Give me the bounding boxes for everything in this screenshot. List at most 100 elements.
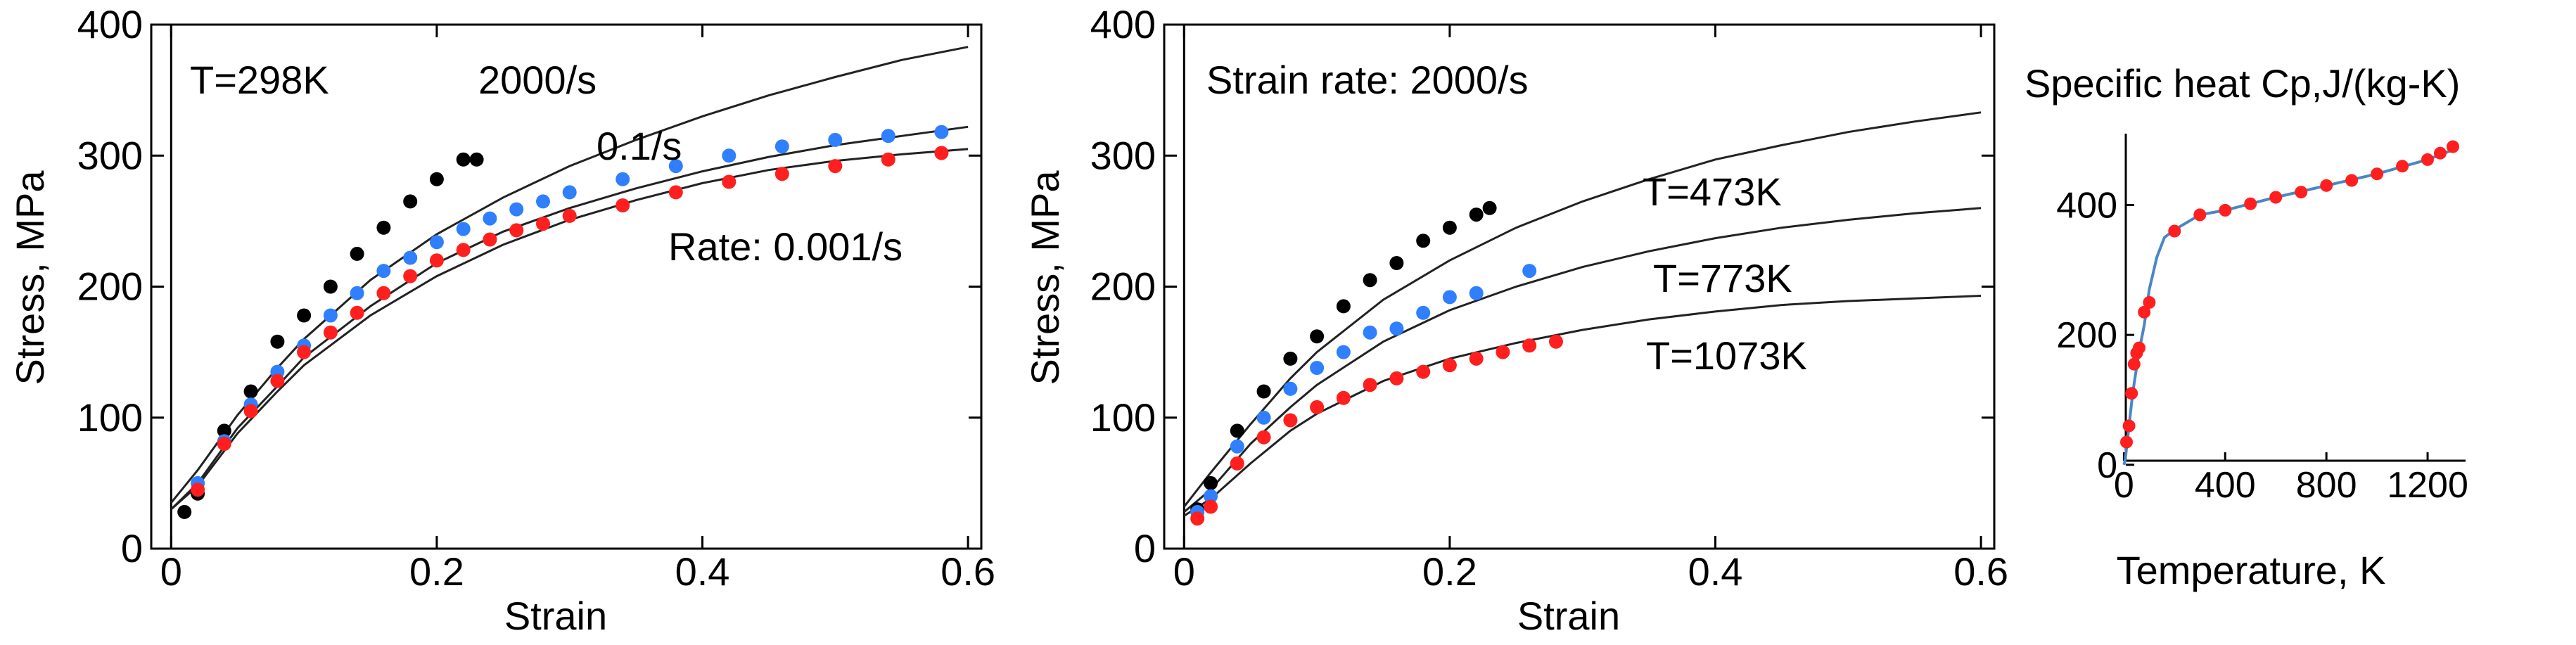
- data-point-0-001-s: [828, 159, 843, 174]
- data-point-T-773K: [1416, 305, 1431, 320]
- axes: 0 0.2 0.4 0.6 0 100 200 300 400: [77, 2, 995, 594]
- data-point-T-1073K: [1256, 430, 1271, 445]
- x-tick-label: 0.2: [1422, 549, 1477, 594]
- chart-title: Specific heat Cp,J/(kg-K): [2025, 61, 2460, 106]
- data-point-0-001-s: [774, 167, 789, 181]
- data-point-T-473K: [1310, 329, 1325, 344]
- data-point-Cp: [2133, 341, 2145, 355]
- data-point-2000-s: [177, 504, 192, 519]
- data-point-2000-s: [297, 308, 312, 323]
- data-point-0-1-s: [774, 139, 789, 154]
- model-curves: [1183, 111, 1982, 517]
- data-point-T-773K: [1389, 321, 1404, 336]
- data-point-0-1-s: [881, 129, 895, 143]
- x-tick-label: 1200: [2387, 465, 2468, 506]
- axes: 0 0.2 0.4 0.6 0 100 200 300 400: [1090, 2, 2008, 594]
- plot-frame: [150, 23, 983, 550]
- data-point-T-773K: [1363, 325, 1377, 340]
- data-point-T-773K: [1283, 381, 1298, 396]
- data-point-0-1-s: [509, 202, 524, 217]
- data-point-0-1-s: [536, 194, 550, 209]
- data-point-2000-s: [376, 220, 391, 235]
- plot-frame: [1163, 23, 1996, 550]
- data-point-0-001-s: [217, 437, 231, 451]
- data-point-T-473K: [1389, 256, 1404, 270]
- data-point-T-473K: [1230, 423, 1244, 438]
- y-tick-label: 100: [1090, 395, 1156, 440]
- data-point-Cp: [2434, 146, 2447, 160]
- data-point-2000-s: [403, 194, 418, 209]
- model-curves: [170, 46, 969, 511]
- data-point-Cp: [2396, 160, 2409, 173]
- data-points: [2120, 140, 2459, 449]
- curve-2000-s: [170, 46, 969, 504]
- data-point-2000-s: [429, 172, 444, 186]
- data-point-0-1-s: [483, 211, 497, 226]
- data-point-T-473K: [1363, 273, 1377, 288]
- chart-rate: 0 0.2 0.4 0.6 0 100 200 300 400 Stress, MPa Stra…: [8, 2, 995, 638]
- data-point-T-1073K: [1442, 358, 1457, 373]
- data-point-0-1-s: [403, 250, 418, 265]
- data-point-T-1073K: [1363, 378, 1377, 392]
- data-point-0-001-s: [323, 325, 338, 340]
- data-point-T-773K: [1522, 264, 1537, 279]
- data-point-Cp: [2143, 296, 2156, 309]
- y-tick-label: 400: [2056, 186, 2117, 226]
- data-point-Cp: [2125, 387, 2138, 400]
- data-point-0-001-s: [934, 146, 949, 160]
- data-point-2000-s: [469, 152, 484, 167]
- annotation-t473: T=473K: [1643, 170, 1782, 214]
- data-point-2000-s: [243, 384, 258, 399]
- data-point-T-473K: [1442, 220, 1457, 235]
- data-point-0-001-s: [191, 483, 205, 497]
- data-point-T-773K: [1442, 290, 1457, 305]
- data-point-0-001-s: [536, 217, 550, 231]
- data-point-Cp: [2120, 435, 2133, 449]
- data-point-Cp: [2122, 419, 2136, 433]
- data-point-0-001-s: [297, 345, 312, 359]
- curve-0-1-s: [170, 125, 969, 511]
- data-point-Cp: [2269, 191, 2283, 204]
- annotation-temperature: T=298K: [190, 58, 329, 102]
- y-tick-label: 200: [1090, 264, 1156, 309]
- y-tick-label: 100: [77, 395, 143, 440]
- fit-curve: [2122, 148, 2454, 466]
- curve-0-001-s: [170, 148, 969, 511]
- data-point-0-1-s: [828, 132, 843, 147]
- data-point-T-473K: [1256, 384, 1271, 399]
- annotation-rate-2000: 2000/s: [478, 58, 597, 102]
- data-point-2000-s: [270, 334, 285, 349]
- data-point-0-001-s: [616, 198, 630, 212]
- data-point-2000-s: [323, 279, 338, 294]
- y-axis-label: Stress, MPa: [8, 170, 52, 385]
- annotation-strain-rate: Strain rate: 2000/s: [1206, 58, 1529, 102]
- data-point-0-1-s: [562, 185, 577, 200]
- data-point-T-1073K: [1190, 511, 1205, 526]
- data-point-2000-s: [456, 152, 471, 167]
- data-points: [1190, 200, 1563, 526]
- data-point-T-773K: [1204, 489, 1218, 504]
- data-point-Cp: [2127, 357, 2141, 371]
- data-point-Cp: [2371, 167, 2384, 181]
- data-point-0-1-s: [323, 308, 338, 323]
- chart-specific-heat: Specific heat Cp,J/(kg-K) 0 400 800 1200 0 20…: [2025, 61, 2468, 592]
- x-tick-label: 0: [2114, 465, 2134, 506]
- chart-temperature: 0 0.2 0.4 0.6 0 100 200 300 400 Stress, MPa Stra…: [1023, 2, 2008, 638]
- data-point-Cp: [2447, 140, 2459, 153]
- curve-T-473K: [1183, 111, 1982, 508]
- data-point-T-773K: [1256, 410, 1271, 425]
- axes: 0 400 800 1200 0 200 400: [2056, 134, 2468, 506]
- data-point-T-773K: [1336, 345, 1351, 359]
- y-tick-label: 0: [1134, 526, 1156, 570]
- data-point-T-1073K: [1230, 456, 1244, 471]
- data-points: [177, 124, 949, 519]
- data-point-T-473K: [1416, 234, 1431, 248]
- data-point-0-1-s: [668, 159, 683, 174]
- data-point-0-001-s: [722, 174, 737, 189]
- data-point-0-001-s: [429, 253, 444, 268]
- data-point-0-1-s: [350, 286, 364, 300]
- data-point-0-001-s: [243, 404, 258, 419]
- annotation-rate-0.1: 0.1/s: [597, 124, 682, 168]
- x-tick-label: 0.4: [675, 549, 730, 594]
- data-point-0-001-s: [562, 208, 577, 223]
